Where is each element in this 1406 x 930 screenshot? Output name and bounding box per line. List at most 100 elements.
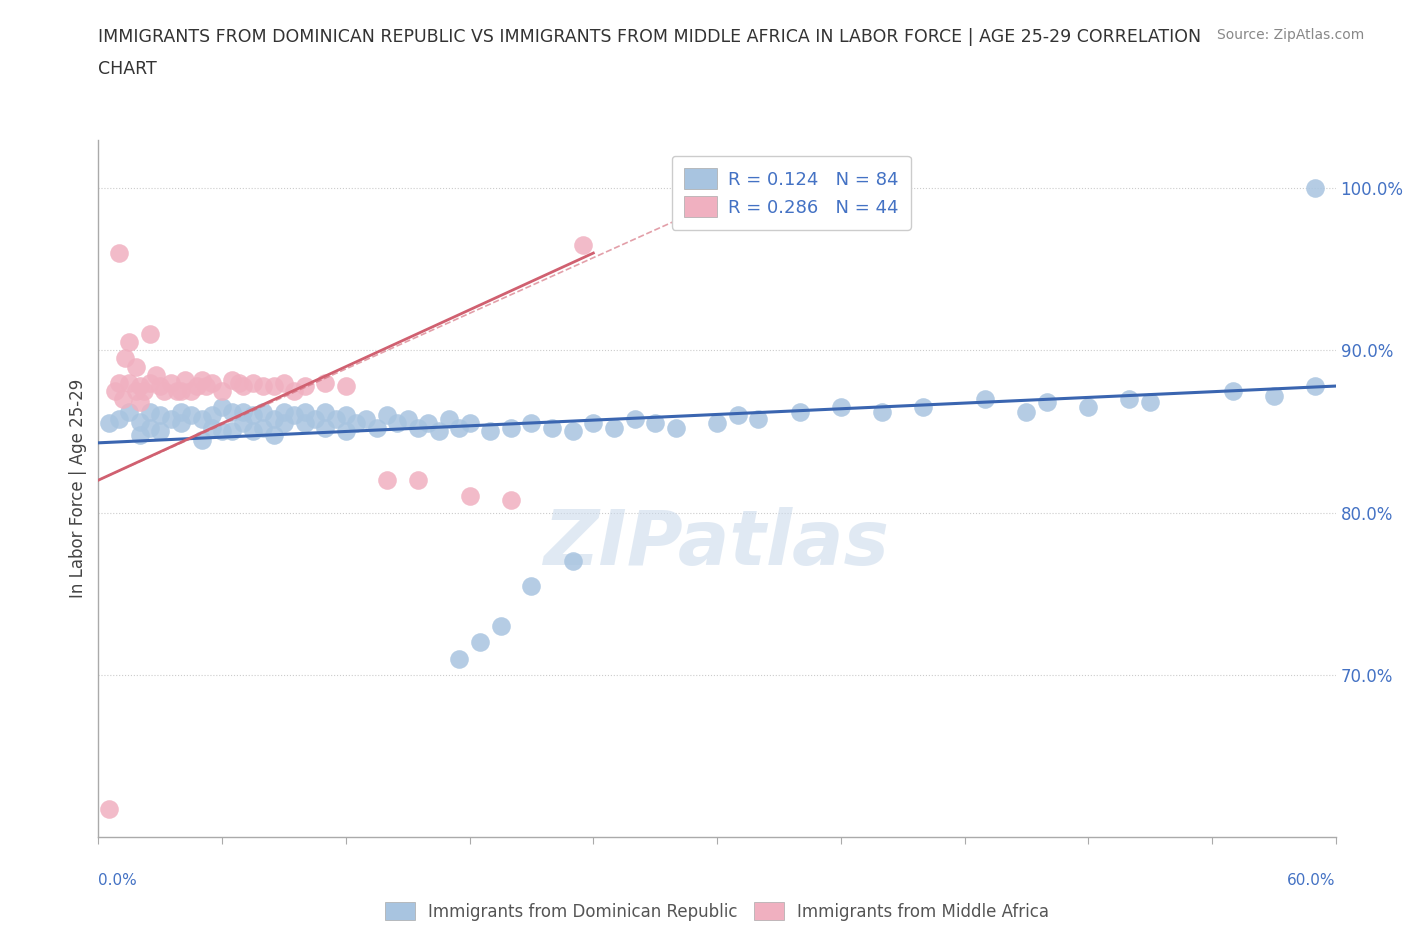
Point	[190, 372, 212, 387]
Point	[468, 635, 491, 650]
Point	[242, 424, 264, 439]
Point	[252, 405, 274, 419]
Point	[194, 379, 217, 393]
Point	[128, 395, 150, 410]
Point	[1303, 379, 1326, 393]
Point	[458, 489, 481, 504]
Text: 0.0%: 0.0%	[98, 872, 138, 888]
Point	[325, 411, 347, 426]
Point	[314, 420, 336, 435]
Point	[232, 379, 254, 393]
Point	[499, 492, 522, 507]
Point	[139, 405, 162, 419]
Point	[108, 246, 131, 260]
Point	[294, 405, 316, 419]
Text: Source: ZipAtlas.com: Source: ZipAtlas.com	[1216, 28, 1364, 42]
Text: CHART: CHART	[98, 60, 157, 78]
Point	[870, 405, 893, 419]
Point	[114, 351, 136, 365]
Point	[283, 408, 305, 423]
Point	[706, 416, 728, 431]
Point	[1118, 392, 1140, 406]
Point	[149, 424, 172, 439]
Point	[118, 335, 141, 350]
Point	[186, 379, 208, 393]
Point	[221, 424, 243, 439]
Point	[427, 424, 450, 439]
Point	[118, 376, 141, 391]
Point	[603, 420, 626, 435]
Legend: Immigrants from Dominican Republic, Immigrants from Middle Africa: Immigrants from Dominican Republic, Immi…	[377, 894, 1057, 929]
Point	[159, 411, 181, 426]
Point	[211, 400, 233, 415]
Point	[132, 383, 155, 398]
Point	[561, 424, 583, 439]
Y-axis label: In Labor Force | Age 25-29: In Labor Force | Age 25-29	[69, 379, 87, 598]
Point	[387, 416, 409, 431]
Point	[263, 427, 285, 442]
Point	[582, 416, 605, 431]
Point	[727, 408, 749, 423]
Point	[489, 618, 512, 633]
Point	[190, 432, 212, 447]
Text: 60.0%: 60.0%	[1288, 872, 1336, 888]
Point	[1263, 389, 1285, 404]
Point	[128, 379, 150, 393]
Point	[449, 651, 471, 666]
Point	[104, 383, 127, 398]
Point	[458, 416, 481, 431]
Point	[283, 383, 305, 398]
Point	[1015, 405, 1038, 419]
Point	[211, 383, 233, 398]
Point	[273, 416, 295, 431]
Point	[314, 376, 336, 391]
Point	[108, 411, 131, 426]
Point	[252, 420, 274, 435]
Point	[263, 411, 285, 426]
Point	[344, 416, 367, 431]
Point	[139, 376, 162, 391]
Point	[149, 379, 172, 393]
Point	[335, 424, 357, 439]
Point	[479, 424, 502, 439]
Point	[221, 405, 243, 419]
Point	[153, 383, 176, 398]
Point	[273, 376, 295, 391]
Point	[623, 411, 645, 426]
Point	[97, 802, 120, 817]
Point	[294, 416, 316, 431]
Point	[335, 408, 357, 423]
Point	[520, 416, 543, 431]
Point	[170, 383, 193, 398]
Point	[242, 408, 264, 423]
Point	[366, 420, 388, 435]
Point	[789, 405, 811, 419]
Point	[211, 424, 233, 439]
Point	[294, 379, 316, 393]
Point	[232, 405, 254, 419]
Point	[180, 383, 202, 398]
Point	[228, 376, 250, 391]
Point	[252, 379, 274, 393]
Point	[170, 405, 193, 419]
Point	[124, 383, 146, 398]
Point	[830, 400, 852, 415]
Point	[118, 405, 141, 419]
Point	[201, 376, 224, 391]
Point	[273, 405, 295, 419]
Point	[335, 379, 357, 393]
Point	[912, 400, 935, 415]
Point	[201, 420, 224, 435]
Point	[644, 416, 666, 431]
Point	[396, 411, 419, 426]
Point	[166, 383, 188, 398]
Point	[437, 411, 460, 426]
Point	[520, 578, 543, 593]
Point	[174, 372, 197, 387]
Point	[180, 408, 202, 423]
Point	[1222, 383, 1244, 398]
Text: IMMIGRANTS FROM DOMINICAN REPUBLIC VS IMMIGRANTS FROM MIDDLE AFRICA IN LABOR FOR: IMMIGRANTS FROM DOMINICAN REPUBLIC VS IM…	[98, 28, 1202, 46]
Point	[747, 411, 769, 426]
Point	[449, 420, 471, 435]
Point	[232, 416, 254, 431]
